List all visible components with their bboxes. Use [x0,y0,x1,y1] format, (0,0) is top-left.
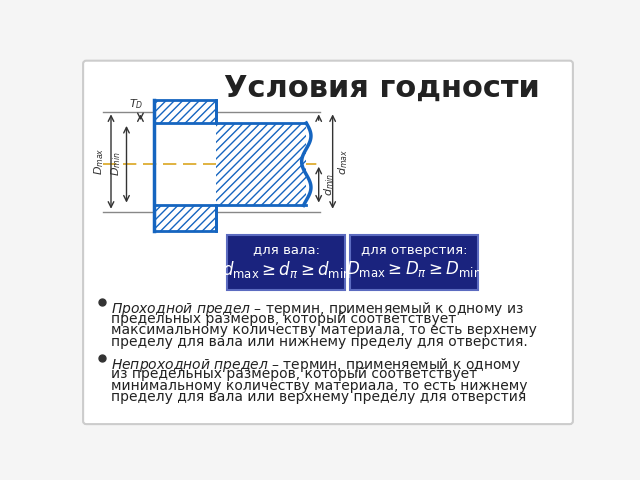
Text: $D_{\rm max} \geq D_{\rm \mathit{\pi}} \geq D_{\rm min}$: $D_{\rm max} \geq D_{\rm \mathit{\pi}} \… [346,259,482,279]
Text: $d_{min}$: $d_{min}$ [323,173,337,196]
Text: минимальному количеству материала, то есть нижнему: минимальному количеству материала, то ес… [111,379,527,393]
Text: пределу для вала или нижнему пределу для отверстия.: пределу для вала или нижнему пределу для… [111,335,528,349]
Text: $d_{max}$: $d_{max}$ [337,148,351,175]
Bar [216,123,307,205]
Text: из предельных размеров, который соответствует: из предельных размеров, который соответс… [111,367,477,381]
FancyBboxPatch shape [349,235,478,290]
Bar [154,100,216,123]
Text: $D_{max}$: $D_{max}$ [92,148,106,175]
Text: $\mathit{Проходной\ предел}$ – термин, применяемый к одному из: $\mathit{Проходной\ предел}$ – термин, п… [111,300,524,318]
Bar [154,205,216,231]
Text: $D_{min}$: $D_{min}$ [109,152,122,176]
Text: для отверстия:: для отверстия: [361,244,467,257]
Text: для вала:: для вала: [253,244,319,257]
Text: Условия годности: Условия годности [224,74,540,103]
Text: предельных размеров, который соответствует: предельных размеров, который соответству… [111,312,456,326]
Text: максимальному количеству материала, то есть верхнему: максимальному количеству материала, то е… [111,323,537,337]
Text: $\mathit{Непроходной\ предел}$ – термин, применяемый к одному: $\mathit{Непроходной\ предел}$ – термин,… [111,356,521,373]
FancyBboxPatch shape [83,60,573,424]
Text: пределу для вала или верхнему пределу для отверстия: пределу для вала или верхнему пределу дл… [111,390,526,404]
Text: $T_D$: $T_D$ [129,97,144,111]
FancyBboxPatch shape [227,235,345,290]
Text: $d_{\rm max} \geq d_{\rm \mathit{\pi}} \geq d_{\rm min}$: $d_{\rm max} \geq d_{\rm \mathit{\pi}} \… [222,259,351,280]
